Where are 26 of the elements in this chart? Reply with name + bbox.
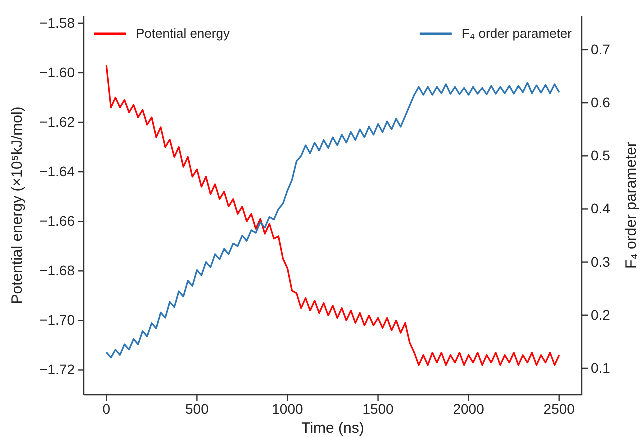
- y-tick-label: −1.66: [40, 213, 76, 230]
- legend-label: Potential energy: [136, 26, 230, 41]
- y2-tick-label: 0.5: [591, 148, 611, 164]
- y2-tick-label: 0.3: [591, 254, 611, 270]
- y-tick-label: −1.68: [40, 262, 76, 279]
- x-tick-label: 0: [102, 400, 111, 417]
- y-tick-label: −1.70: [40, 312, 76, 328]
- y-tick-label: −1.58: [40, 14, 76, 31]
- x-tick-label: 2500: [544, 400, 576, 417]
- x-tick-label: 1000: [272, 400, 304, 417]
- x-tick-label: 500: [186, 400, 210, 417]
- y2-axis-title: F₄ order parameter: [623, 142, 640, 270]
- x-tick-label: 2000: [453, 400, 485, 417]
- legend-label: F₄ order parameter: [462, 26, 573, 41]
- y-tick-label: −1.72: [40, 362, 76, 378]
- x-tick-label: 1500: [362, 400, 394, 417]
- x-axis-title: Time (ns): [302, 420, 364, 437]
- y2-tick-label: 0.7: [591, 41, 611, 58]
- y-tick-label: −1.60: [40, 64, 76, 80]
- y2-tick-label: 0.1: [591, 360, 611, 376]
- y-tick-label: −1.62: [40, 114, 76, 130]
- y2-tick-label: 0.4: [591, 200, 611, 217]
- y-axis-title: Potential energy (×10⁵kJ/mol): [9, 106, 26, 304]
- y2-tick-label: 0.2: [591, 306, 611, 323]
- y2-tick-label: 0.6: [591, 94, 611, 111]
- y-tick-label: −1.64: [40, 164, 76, 180]
